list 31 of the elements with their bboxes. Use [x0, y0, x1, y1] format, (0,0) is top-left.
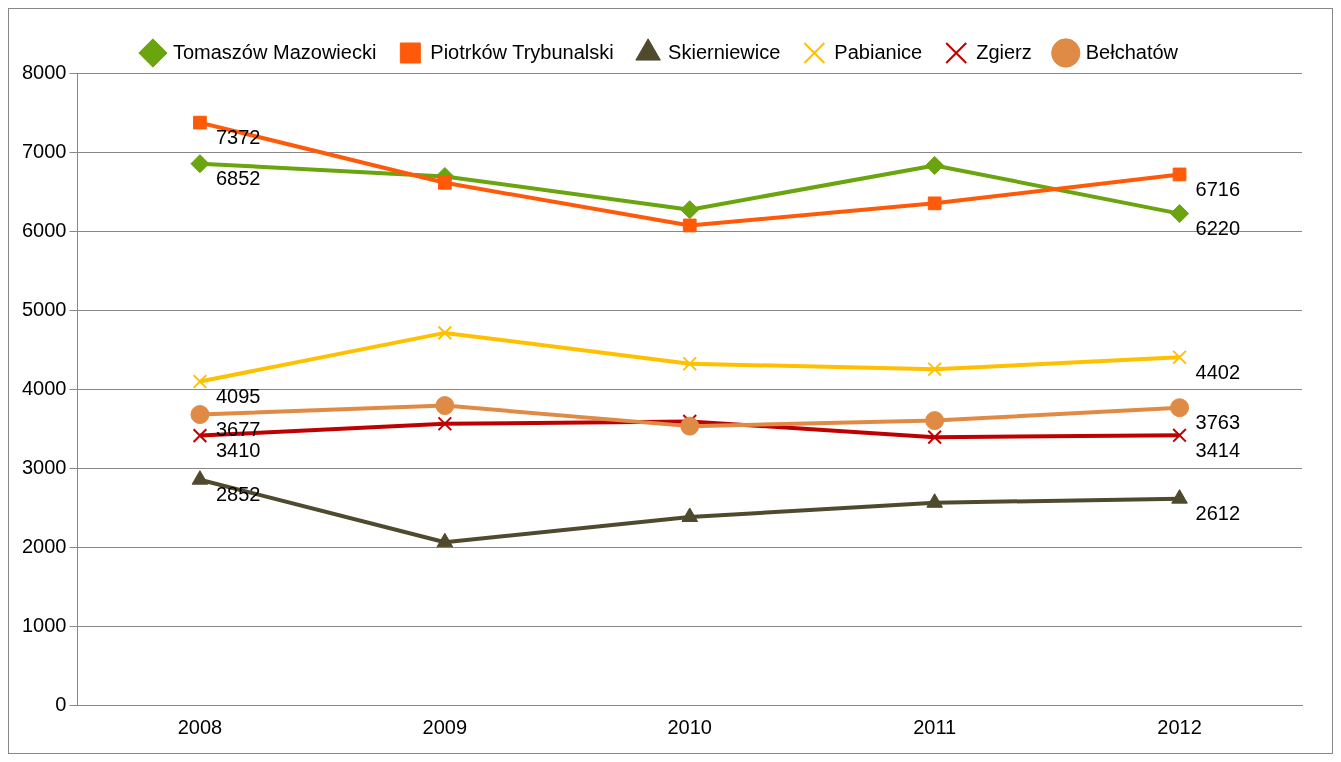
y-tick-label: 3000 [21, 455, 67, 478]
legend-label: Zgierz [976, 40, 1032, 63]
legend-label: Skierniewice [668, 40, 781, 63]
y-tick-label: 8000 [21, 60, 67, 83]
legend-label: Bełchatów [1085, 40, 1179, 63]
legend-label: Piotrków Trybunalski [430, 40, 614, 63]
y-tick-label: 4000 [21, 376, 67, 399]
data-label: 4095 [215, 385, 261, 408]
data-label: 2612 [1195, 502, 1241, 525]
x-tick-label: 2012 [1157, 715, 1202, 738]
data-label: 3410 [215, 439, 261, 462]
y-tick-label: 2000 [21, 534, 67, 557]
x-tick-label: 2009 [422, 715, 468, 738]
data-label: 6716 [1195, 177, 1241, 200]
x-tick-label: 2011 [913, 715, 957, 738]
y-tick-label: 6000 [21, 218, 67, 241]
legend-label: Tomaszów Mazowiecki [172, 40, 377, 63]
y-tick-label: 0 [55, 692, 67, 715]
data-label: 6220 [1195, 217, 1241, 240]
data-label: 6852 [215, 167, 261, 190]
data-label: 4402 [1195, 360, 1241, 383]
data-label: 7372 [215, 126, 261, 149]
y-tick-label: 7000 [21, 139, 67, 162]
y-tick-label: 5000 [21, 297, 67, 320]
x-tick-label: 2010 [667, 715, 712, 738]
legend-label: Pabianice [834, 40, 923, 63]
data-label: 3414 [1195, 438, 1241, 461]
data-label: 2852 [215, 483, 261, 506]
y-tick-label: 1000 [21, 613, 67, 636]
x-tick-label: 2008 [177, 715, 223, 738]
data-label: 3763 [1195, 411, 1241, 434]
